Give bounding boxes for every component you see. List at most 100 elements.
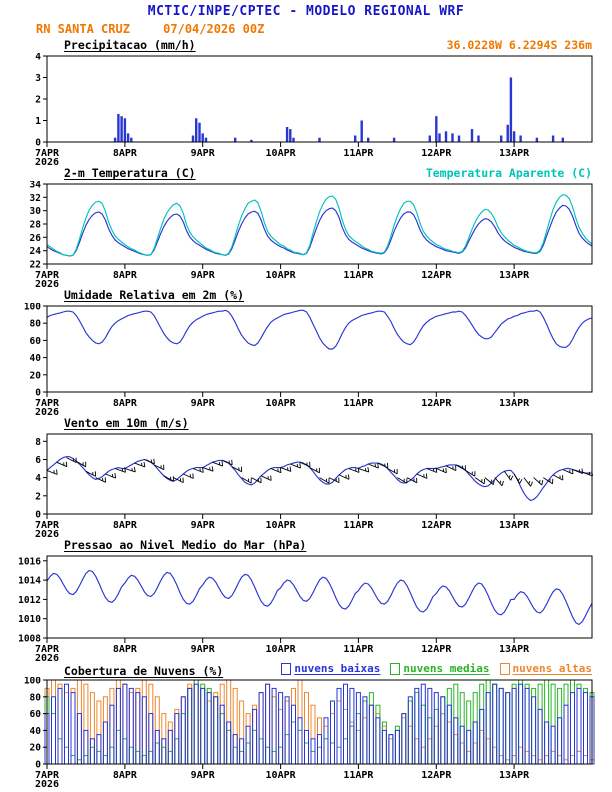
legend-mid-clouds: nuvens medias	[403, 662, 490, 675]
svg-text:11APR: 11APR	[343, 270, 374, 281]
svg-text:10APR: 10APR	[266, 270, 297, 281]
svg-text:40: 40	[30, 726, 42, 737]
svg-text:12APR: 12APR	[421, 520, 452, 531]
svg-text:13APR: 13APR	[499, 398, 530, 409]
svg-text:12APR: 12APR	[421, 644, 452, 655]
svg-text:8APR: 8APR	[113, 520, 138, 531]
svg-text:10APR: 10APR	[266, 770, 297, 781]
svg-text:20: 20	[30, 743, 42, 754]
page-title: MCTIC/INPE/CPTEC - MODELO REGIONAL WRF	[147, 4, 465, 19]
panel-cloud-cover-titlerow: Cobertura de Nuvens (%) nuvens baixas nu…	[0, 662, 612, 678]
svg-text:9APR: 9APR	[191, 148, 216, 159]
svg-text:7APR: 7APR	[35, 644, 60, 655]
svg-text:0: 0	[35, 760, 41, 771]
legend-high-clouds: nuvens altas	[512, 662, 592, 675]
svg-text:7APR: 7APR	[35, 398, 60, 409]
svg-text:80: 80	[30, 692, 42, 703]
station-name: RN SANTA CRUZ	[36, 22, 130, 36]
svg-text:10APR: 10APR	[266, 520, 297, 531]
svg-text:40: 40	[30, 353, 42, 364]
svg-text:8APR: 8APR	[113, 644, 138, 655]
svg-text:11APR: 11APR	[343, 398, 374, 409]
svg-text:4: 4	[35, 473, 41, 484]
svg-text:12APR: 12APR	[421, 148, 452, 159]
svg-text:9APR: 9APR	[191, 644, 216, 655]
svg-text:8APR: 8APR	[113, 270, 138, 281]
svg-text:13APR: 13APR	[499, 270, 530, 281]
svg-text:2026: 2026	[35, 779, 59, 788]
panel-temperature: 2-m Temperatura (C) Temperatura Aparente…	[0, 166, 612, 288]
svg-text:8APR: 8APR	[113, 148, 138, 159]
svg-text:1012: 1012	[18, 595, 41, 606]
mid-clouds-swatch	[390, 662, 401, 675]
svg-text:0: 0	[35, 388, 41, 399]
svg-text:7APR: 7APR	[35, 270, 60, 281]
panel-temperature-titlerow: 2-m Temperatura (C) Temperatura Aparente…	[0, 166, 612, 181]
svg-text:2: 2	[35, 95, 41, 106]
svg-text:7APR: 7APR	[35, 770, 60, 781]
svg-text:9APR: 9APR	[191, 520, 216, 531]
svg-text:13APR: 13APR	[499, 148, 530, 159]
panel-cloud-cover: Cobertura de Nuvens (%) nuvens baixas nu…	[0, 662, 612, 788]
svg-text:28: 28	[30, 220, 42, 231]
legend-item-low-clouds: nuvens baixas	[281, 662, 380, 675]
svg-text:26: 26	[30, 233, 42, 244]
svg-text:10APR: 10APR	[266, 398, 297, 409]
svg-text:20: 20	[30, 370, 42, 381]
svg-text:3: 3	[35, 73, 41, 84]
svg-text:9APR: 9APR	[191, 270, 216, 281]
svg-text:4: 4	[35, 53, 41, 63]
panel-humidity: Umidade Relativa em 2m (%) 0 20 40 60 80 100 7…	[0, 288, 612, 416]
svg-text:11APR: 11APR	[343, 644, 374, 655]
svg-text:7APR: 7APR	[35, 520, 60, 531]
svg-text:13APR: 13APR	[499, 644, 530, 655]
svg-text:2026: 2026	[35, 529, 59, 538]
panel-title-pressure: Pressao ao Nivel Medio do Mar (hPa)	[64, 538, 307, 552]
panel-title-cloud-cover: Cobertura de Nuvens (%)	[64, 663, 224, 678]
svg-text:11APR: 11APR	[343, 770, 374, 781]
panel-wind: Vento em 10m (m/s) 0 2 4 6 8 7APR 2026 8APR 9APR…	[0, 416, 612, 538]
svg-text:11APR: 11APR	[343, 520, 374, 531]
panel-wind-titlerow: Vento em 10m (m/s)	[0, 416, 612, 431]
panel-title-temperature: 2-m Temperatura (C)	[64, 166, 196, 180]
legend-item-mid-clouds: nuvens medias	[390, 662, 490, 675]
run-info-row: RN SANTA CRUZ 07/04/2026 00Z	[0, 22, 612, 38]
svg-text:1014: 1014	[18, 576, 41, 587]
svg-text:8APR: 8APR	[113, 398, 138, 409]
svg-text:24: 24	[30, 246, 42, 257]
low-clouds-swatch	[281, 662, 292, 675]
panel-title-precipitation: Precipitacao (mm/h)	[64, 38, 196, 52]
panel-title-humidity: Umidade Relativa em 2m (%)	[64, 288, 245, 302]
svg-text:100: 100	[24, 677, 41, 687]
run-datetime: 07/04/2026 00Z	[163, 22, 265, 36]
svg-text:60: 60	[30, 336, 42, 347]
svg-text:9APR: 9APR	[191, 398, 216, 409]
svg-text:1010: 1010	[18, 614, 41, 625]
svg-text:9APR: 9APR	[191, 770, 216, 781]
svg-text:6: 6	[35, 455, 41, 466]
station-coordinates: 36.0228W 6.2294S 236m	[446, 38, 592, 52]
svg-text:10APR: 10APR	[266, 644, 297, 655]
high-clouds-swatch	[499, 662, 510, 675]
svg-text:12APR: 12APR	[421, 270, 452, 281]
svg-text:2026: 2026	[35, 279, 59, 288]
svg-text:1008: 1008	[18, 634, 41, 645]
svg-text:30: 30	[30, 206, 42, 217]
svg-text:13APR: 13APR	[499, 770, 530, 781]
svg-text:8: 8	[35, 437, 41, 448]
panel-pressure-titlerow: Pressao ao Nivel Medio do Mar (hPa)	[0, 538, 612, 553]
svg-text:22: 22	[30, 260, 41, 271]
svg-text:12APR: 12APR	[421, 398, 452, 409]
svg-text:32: 32	[30, 193, 41, 204]
svg-text:10APR: 10APR	[266, 148, 297, 159]
panel-pressure: Pressao ao Nivel Medio do Mar (hPa) 1008…	[0, 538, 612, 662]
svg-text:2026: 2026	[35, 407, 59, 416]
svg-text:13APR: 13APR	[499, 520, 530, 531]
